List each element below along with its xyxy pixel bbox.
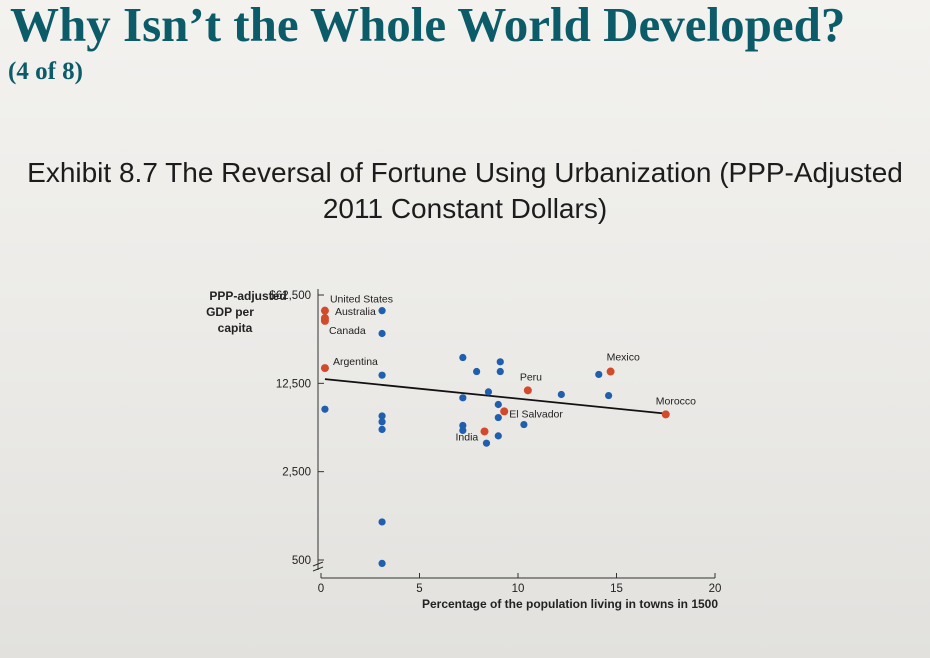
data-point-labeled: [606, 367, 615, 376]
country-label: Australia: [335, 306, 376, 318]
data-point: [595, 370, 603, 379]
data-point: [378, 329, 386, 338]
data-point: [378, 412, 386, 420]
data-point: [459, 421, 467, 430]
data-point-labeled: [320, 316, 329, 325]
y-axis-title-line: PPP-adjusted: [209, 289, 286, 303]
data-point: [378, 559, 386, 567]
data-point: [482, 439, 491, 447]
y-tick-label: 12,500: [276, 378, 311, 390]
x-tick-label: 0: [318, 583, 324, 595]
y-axis-break-mark: [312, 561, 324, 572]
slide-title: Why Isn’t the Whole World Developed?: [10, 0, 846, 52]
country-label: Argentina: [333, 356, 378, 368]
data-point: [459, 353, 467, 362]
data-point: [473, 367, 481, 376]
trend-line: [324, 378, 666, 415]
y-tick-label: 500: [292, 555, 311, 567]
data-point-labeled: [500, 407, 509, 416]
slide-subtitle: (4 of 8): [8, 58, 83, 85]
data-point: [496, 358, 504, 366]
data-point: [378, 425, 386, 433]
country-label: Peru: [520, 371, 542, 383]
x-tick-label: 10: [512, 583, 525, 595]
data-point: [494, 413, 502, 422]
data-point: [605, 391, 613, 400]
country-label: Canada: [329, 325, 366, 337]
country-label: India: [456, 431, 479, 443]
exhibit-title-line-2: 2011 Constant Dollars): [322, 193, 608, 224]
data-point: [378, 371, 386, 379]
data-point: [321, 405, 329, 413]
y-axis-title-line: GDP per: [206, 305, 254, 319]
data-point: [378, 518, 386, 526]
data-point-labeled: [480, 427, 489, 436]
data-point: [557, 390, 565, 399]
x-axis-title: Percentage of the population living in t…: [422, 597, 718, 611]
country-label: Mexico: [607, 352, 640, 364]
data-point: [459, 426, 467, 435]
country-label: El Salvador: [509, 408, 563, 420]
country-label: Morocco: [656, 395, 696, 407]
data-point-labeled: [661, 410, 670, 419]
data-point: [520, 420, 528, 429]
data-point: [484, 388, 493, 396]
data-point-labeled: [523, 386, 532, 395]
data-point: [378, 307, 386, 315]
data-point: [494, 432, 502, 440]
y-tick-label: $62,500: [269, 290, 311, 302]
x-tick-label: 20: [709, 583, 722, 595]
data-point: [496, 367, 504, 376]
y-tick-label: 2,500: [282, 467, 311, 479]
data-point-labeled: [320, 364, 329, 373]
data-point-labeled: [320, 306, 329, 315]
exhibit-title-line-1: Exhibit 8.7 The Reversal of Fortune Usin…: [27, 157, 903, 188]
data-point: [459, 394, 467, 402]
country-label: United States: [330, 294, 393, 306]
data-point: [494, 400, 502, 409]
data-points: [320, 306, 670, 567]
x-tick-label: 5: [416, 583, 422, 595]
x-tick-label: 15: [610, 583, 623, 595]
y-axis-title-line: capita: [218, 321, 253, 335]
data-point: [378, 418, 386, 426]
trend-line-group: [324, 378, 666, 415]
